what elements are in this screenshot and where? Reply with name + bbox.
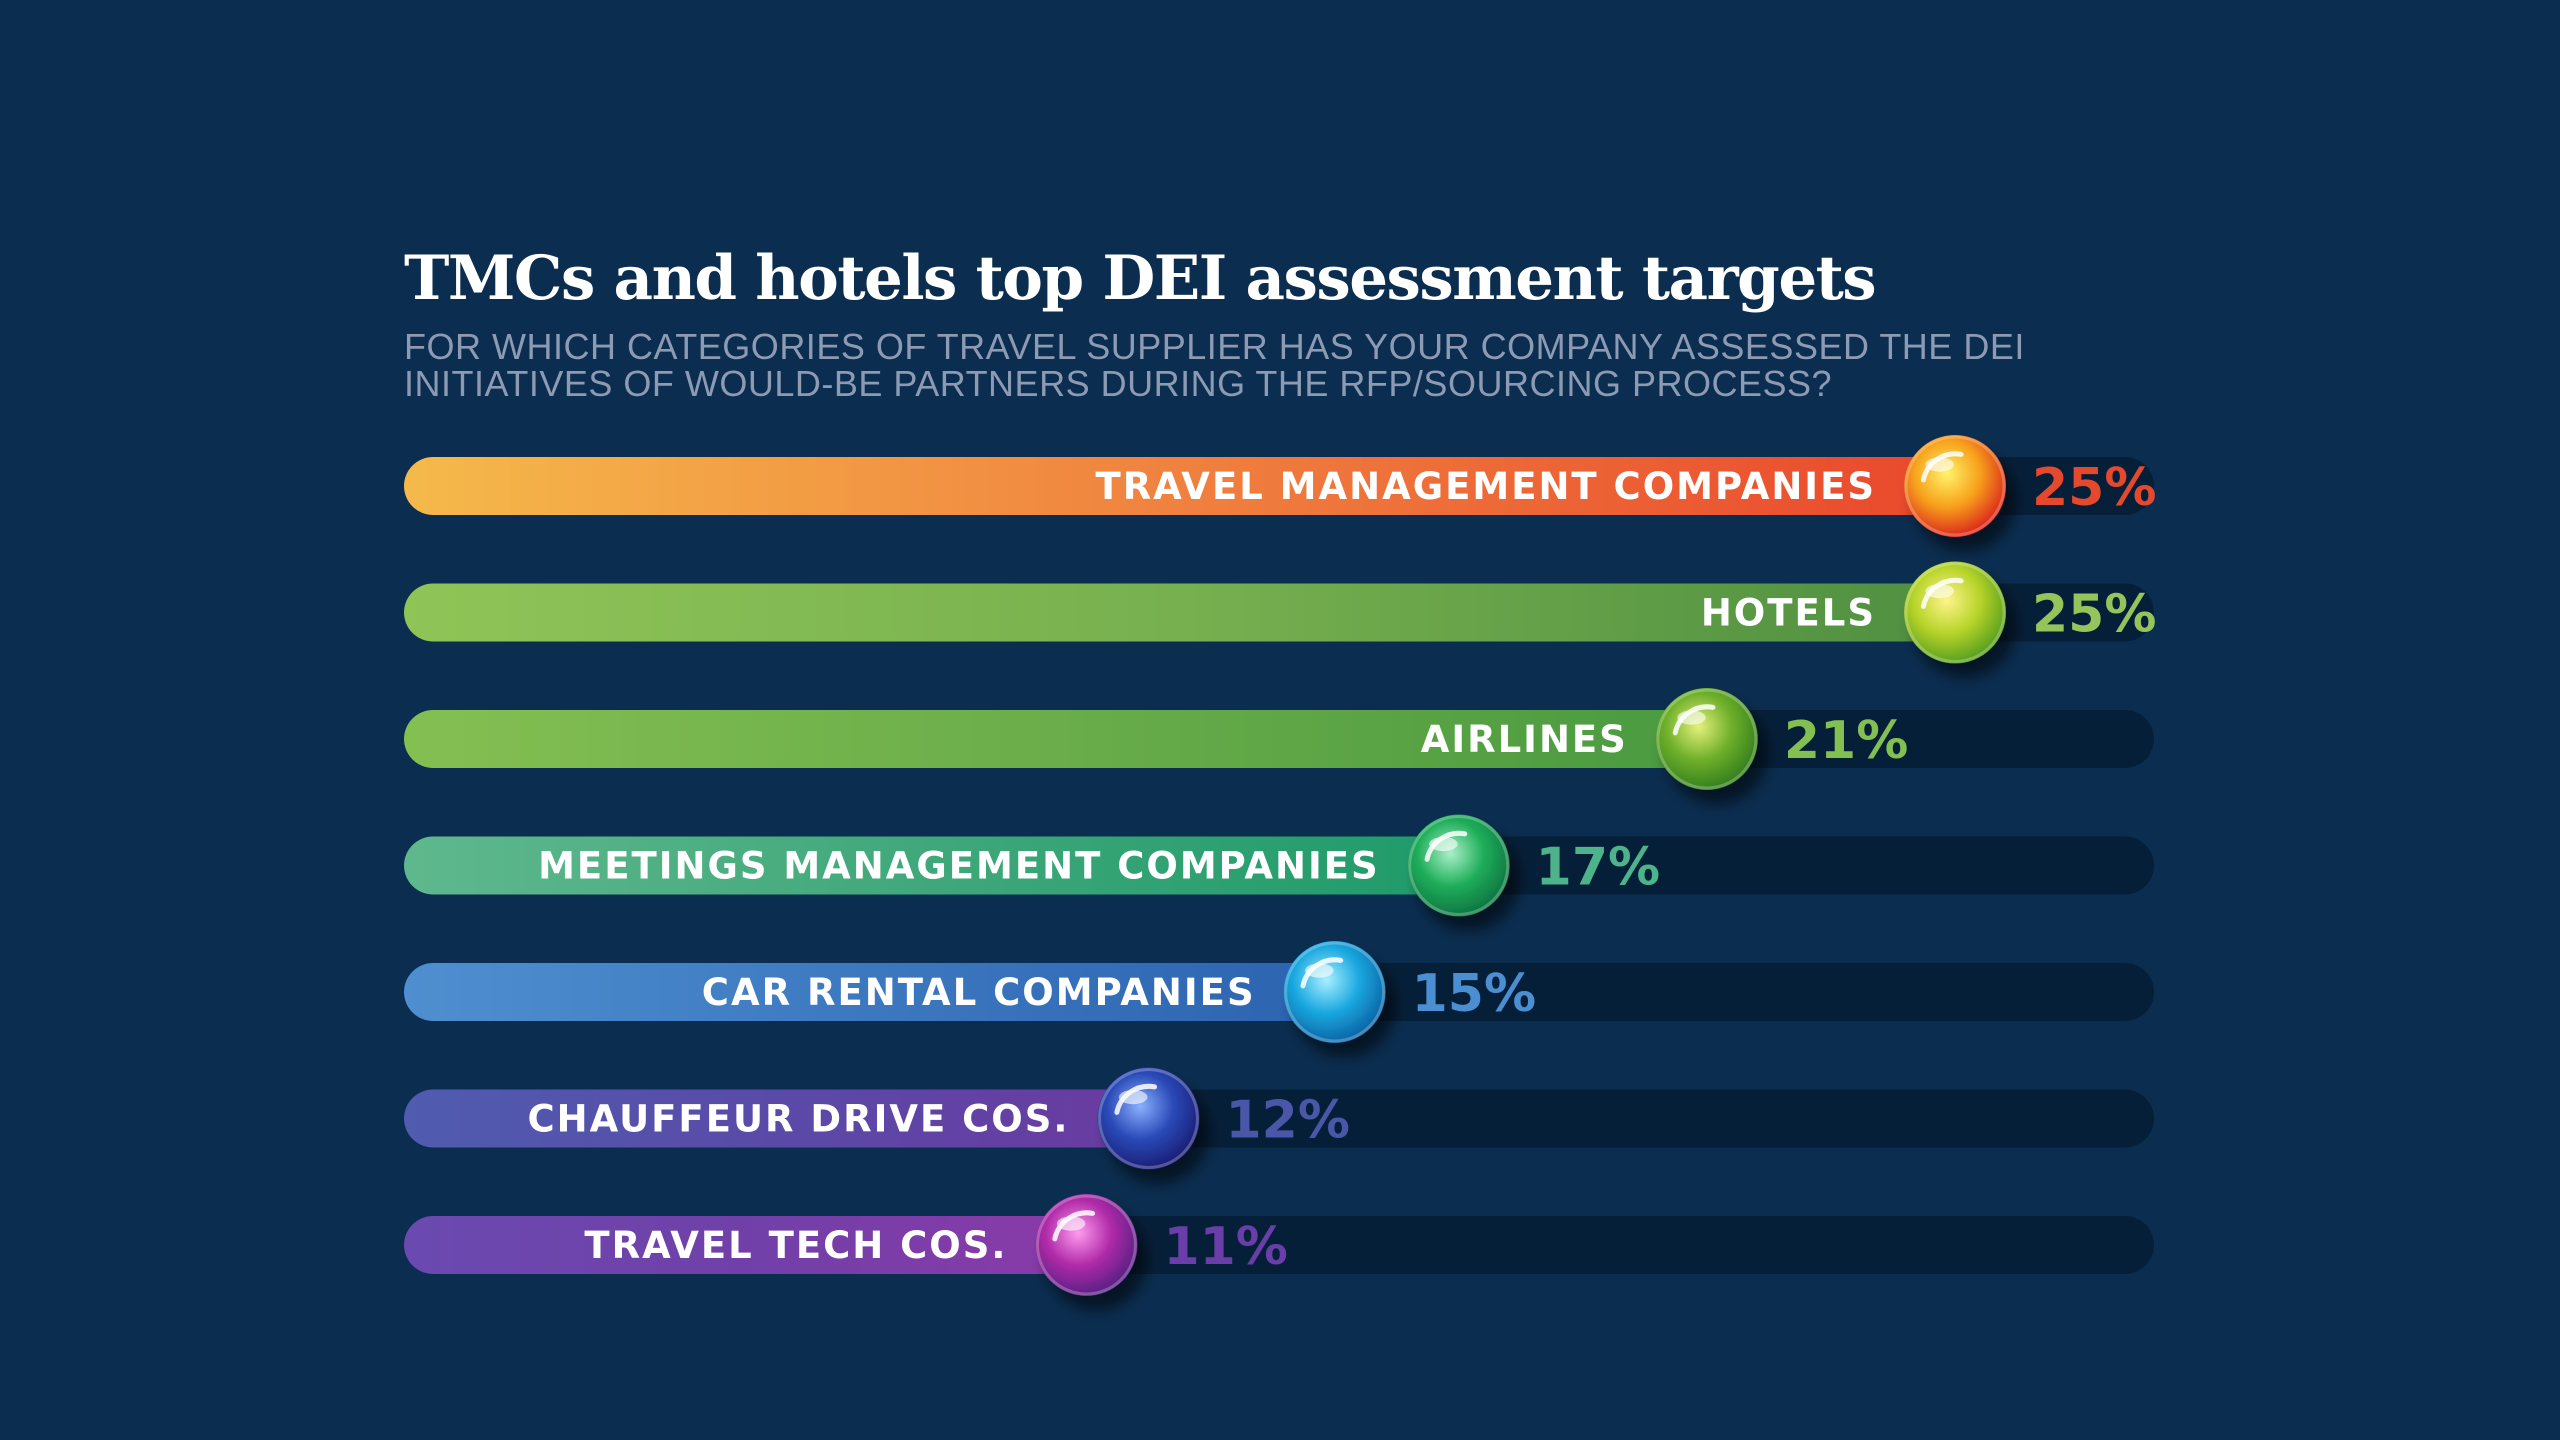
value-label: 15% <box>1412 964 1536 1024</box>
bar-chauffeur-drive-cos <box>404 1089 1149 1148</box>
bar-label: TRAVEL MANAGEMENT COMPANIES <box>1095 465 1876 508</box>
chart-title: TMCs and hotels top DEI assessment targe… <box>404 243 1877 314</box>
value-label: 12% <box>1225 1091 1349 1151</box>
bar-travel-management-companies <box>404 457 1955 515</box>
bar-end-marker <box>1904 561 2006 664</box>
bar-label: CHAUFFEUR DRIVE COS. <box>527 1098 1069 1141</box>
value-label: 21% <box>1784 711 1908 771</box>
bar-airlines <box>404 710 1707 768</box>
bar-label: MEETINGS MANAGEMENT COMPANIES <box>538 845 1380 888</box>
bar-label: CAR RENTAL COMPANIES <box>702 971 1256 1014</box>
bar-end-marker <box>1035 1194 1138 1296</box>
chart-subtitle: FOR WHICH CATEGORIES OF TRAVEL SUPPLIER … <box>404 326 2025 404</box>
value-label: 25% <box>2032 458 2156 518</box>
bar-car-rental-companies <box>404 963 1335 1021</box>
bar-meetings-management-companies <box>404 836 1459 895</box>
bar-end-marker <box>1407 814 1510 917</box>
bar-end-marker <box>1904 435 2006 537</box>
value-label: 25% <box>2032 585 2156 645</box>
bar-travel-tech-cos <box>404 1216 1087 1274</box>
value-label: 11% <box>1163 1217 1287 1277</box>
bar-end-marker <box>1097 1067 1200 1170</box>
bar-label: HOTELS <box>1701 592 1876 635</box>
value-label: 17% <box>1536 838 1660 898</box>
bar-label: TRAVEL TECH COS. <box>584 1224 1007 1267</box>
bar-end-marker <box>1283 941 1386 1043</box>
bar-hotels <box>404 583 1955 642</box>
bar-end-marker <box>1655 688 1758 790</box>
bar-label: AIRLINES <box>1421 718 1628 761</box>
